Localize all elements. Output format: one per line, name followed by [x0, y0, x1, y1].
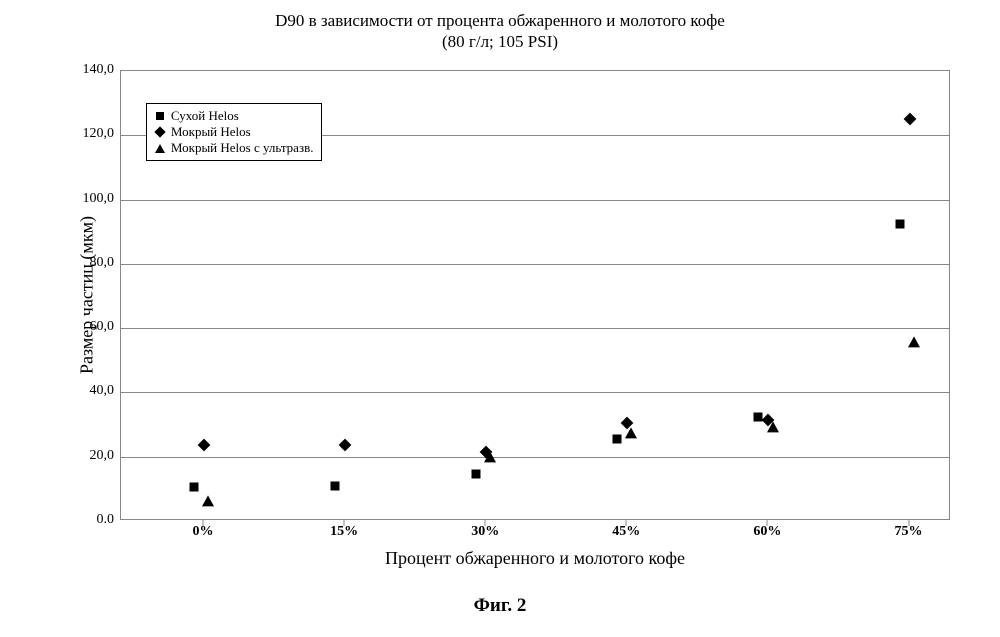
y-tick-label: 60,0 [54, 319, 114, 335]
legend-label: Сухой Helos [171, 108, 239, 124]
figure-caption: Фиг. 2 [0, 595, 1000, 617]
x-tick-label: 60% [753, 524, 781, 540]
square-marker-icon [153, 109, 167, 123]
chart-title-line2: (80 г/л; 105 PSI) [442, 32, 558, 51]
legend-item: Сухой Helos [153, 108, 314, 124]
chart-title-line1: D90 в зависимости от процента обжаренног… [275, 11, 725, 30]
triangle-marker-icon [153, 141, 167, 155]
y-gridline [121, 457, 949, 458]
y-tick-label: 0.0 [54, 512, 114, 528]
figure-page: D90 в зависимости от процента обжаренног… [0, 0, 1000, 637]
x-tick-label: 30% [471, 524, 499, 540]
chart-title: D90 в зависимости от процента обжаренног… [0, 10, 1000, 53]
legend-label: Мокрый Helos [171, 124, 251, 140]
data-point [190, 483, 199, 492]
data-point [625, 428, 637, 439]
data-point [472, 470, 481, 479]
x-axis-label: Процент обжаренного и молотого кофе [120, 548, 950, 569]
x-tick-label: 45% [612, 524, 640, 540]
diamond-marker-icon [153, 125, 167, 139]
y-gridline [121, 328, 949, 329]
data-point [339, 439, 352, 452]
x-tick-label: 75% [895, 524, 923, 540]
y-tick-label: 20,0 [54, 448, 114, 464]
y-gridline [121, 200, 949, 201]
data-point [895, 219, 904, 228]
x-tick-label: 15% [330, 524, 358, 540]
y-tick-label: 100,0 [54, 191, 114, 207]
legend-item: Мокрый Helos [153, 124, 314, 140]
legend-label: Мокрый Helos с ультразв. [171, 140, 314, 156]
data-point [198, 439, 211, 452]
y-axis-label: Размер частиц (мкм) [76, 216, 97, 374]
y-tick-label: 80,0 [54, 255, 114, 271]
data-point [331, 481, 340, 490]
legend-item: Мокрый Helos с ультразв. [153, 140, 314, 156]
data-point [613, 435, 622, 444]
plot-area: Сухой HelosМокрый HelosМокрый Helos с ул… [120, 70, 950, 520]
y-tick-label: 120,0 [54, 126, 114, 142]
y-gridline [121, 264, 949, 265]
x-tick-label: 0% [193, 524, 214, 540]
y-tick-label: 40,0 [54, 383, 114, 399]
data-point [484, 452, 496, 463]
data-point [903, 113, 916, 126]
legend-box: Сухой HelosМокрый HelosМокрый Helos с ул… [146, 103, 323, 162]
data-point [908, 336, 920, 347]
data-point [767, 421, 779, 432]
y-gridline [121, 392, 949, 393]
y-tick-label: 140,0 [54, 62, 114, 78]
data-point [202, 495, 214, 506]
